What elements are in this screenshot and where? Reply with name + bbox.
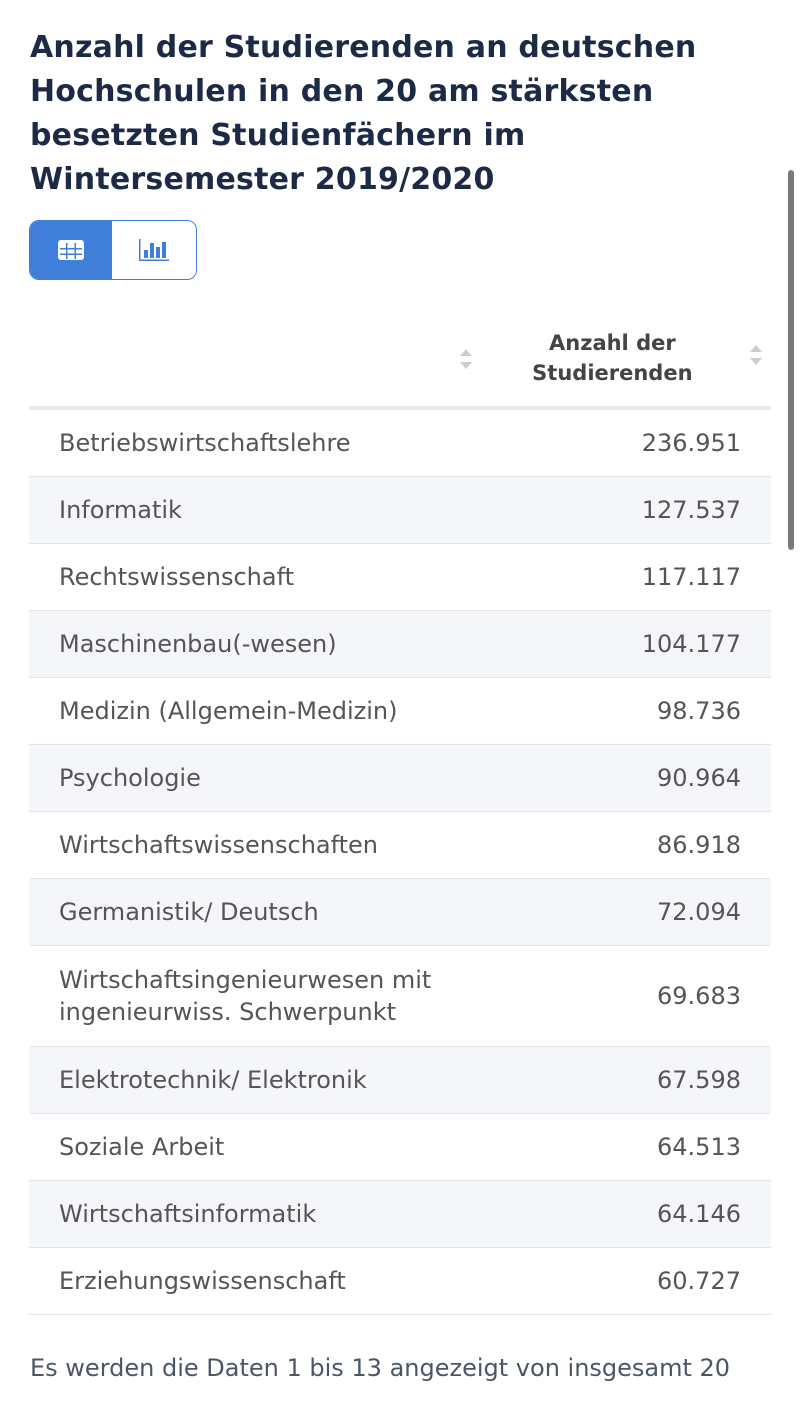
row-value: 67.598 bbox=[482, 1046, 771, 1114]
row-value: 236.951 bbox=[482, 408, 771, 477]
row-value: 90.964 bbox=[482, 744, 771, 812]
scrollbar[interactable] bbox=[788, 170, 794, 550]
table-row: Germanistik/ Deutsch 72.094 bbox=[29, 878, 771, 946]
table-row: Elektrotechnik/ Elektronik 67.598 bbox=[29, 1046, 771, 1114]
table-row: Wirtschaftswissenschaften 86.918 bbox=[29, 811, 771, 879]
row-label: Elektrotechnik/ Elektronik bbox=[29, 1046, 483, 1114]
row-value: 104.177 bbox=[482, 610, 771, 678]
page-title: Anzahl der Studierenden an deutschen Hoc… bbox=[30, 30, 697, 197]
row-label: Maschinenbau(-wesen) bbox=[29, 610, 483, 678]
row-label: Betriebswirtschaftslehre bbox=[29, 408, 483, 477]
view-toggle bbox=[29, 220, 197, 280]
row-value: 86.918 bbox=[482, 811, 771, 879]
table-row: Psychologie 90.964 bbox=[29, 744, 771, 812]
row-label: Soziale Arbeit bbox=[29, 1113, 483, 1181]
table-row: Wirtschaftsingenieurwesen mit ingenieurw… bbox=[29, 945, 771, 1047]
row-value: 64.146 bbox=[482, 1180, 771, 1248]
row-label: Rechtswissenschaft bbox=[29, 543, 483, 611]
row-value: 60.727 bbox=[482, 1247, 771, 1315]
row-value: 64.513 bbox=[482, 1113, 771, 1181]
sort-icon bbox=[750, 345, 762, 365]
row-label: Germanistik/ Deutsch bbox=[29, 878, 483, 946]
pagination-info: Es werden die Daten 1 bis 13 angezeigt v… bbox=[30, 1354, 731, 1382]
column-header-label[interactable] bbox=[29, 310, 483, 410]
row-value: 69.683 bbox=[482, 945, 771, 1047]
table-row: Maschinenbau(-wesen) 104.177 bbox=[29, 610, 771, 678]
table-view-button[interactable] bbox=[30, 221, 112, 279]
table-row: Informatik 127.537 bbox=[29, 476, 771, 544]
data-table: Anzahl der Studierenden Betriebswirtscha… bbox=[29, 310, 771, 1315]
table-row: Erziehungswissenschaft 60.727 bbox=[29, 1247, 771, 1315]
row-label: Psychologie bbox=[29, 744, 483, 812]
row-value: 117.117 bbox=[482, 543, 771, 611]
row-label: Informatik bbox=[29, 476, 483, 544]
table-row: Betriebswirtschaftslehre 236.951 bbox=[29, 408, 771, 477]
row-label: Medizin (Allgemein-Medizin) bbox=[29, 677, 483, 745]
sort-icon bbox=[459, 349, 472, 369]
column-header-text: Anzahl der Studierenden bbox=[532, 331, 693, 385]
row-label: Wirtschaftswissenschaften bbox=[29, 811, 483, 879]
table-icon bbox=[58, 240, 84, 260]
table-row: Wirtschaftsinformatik 64.146 bbox=[29, 1180, 771, 1248]
row-value: 72.094 bbox=[482, 878, 771, 946]
bar-chart-icon bbox=[139, 239, 169, 261]
row-value: 98.736 bbox=[482, 677, 771, 745]
column-header-value[interactable]: Anzahl der Studierenden bbox=[482, 310, 771, 410]
row-label: Wirtschaftsingenieurwesen mit ingenieurw… bbox=[29, 945, 483, 1047]
row-label: Erziehungswissenschaft bbox=[29, 1247, 483, 1315]
table-row: Medizin (Allgemein-Medizin) 98.736 bbox=[29, 677, 771, 745]
row-value: 127.537 bbox=[482, 476, 771, 544]
chart-view-button[interactable] bbox=[112, 221, 196, 279]
row-label: Wirtschaftsinformatik bbox=[29, 1180, 483, 1248]
table-row: Rechtswissenschaft 117.117 bbox=[29, 543, 771, 611]
table-row: Soziale Arbeit 64.513 bbox=[29, 1113, 771, 1181]
